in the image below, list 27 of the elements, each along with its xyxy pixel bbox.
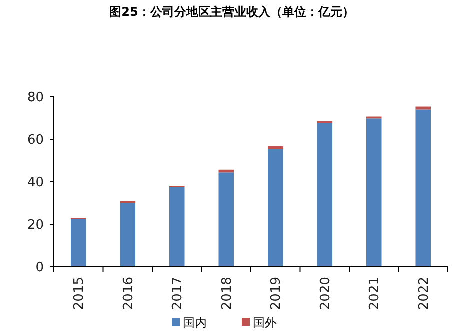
y-tick-label: 60 (27, 133, 44, 148)
x-tick-label: 2015 (72, 277, 88, 310)
legend-label: 国外 (253, 316, 277, 330)
y-tick-label: 40 (27, 176, 44, 191)
x-tick-label: 2017 (170, 277, 186, 310)
bar (169, 187, 185, 267)
x-tick-label: 2020 (318, 277, 334, 310)
y-tick-label: 80 (27, 90, 44, 106)
x-tick-label: 2018 (220, 277, 235, 310)
bar (70, 219, 86, 267)
bar (317, 123, 333, 267)
x-tick-label: 2021 (368, 277, 383, 310)
y-tick-label: 20 (27, 218, 44, 234)
bar (268, 146, 284, 150)
bar (268, 149, 284, 267)
x-tick-label: 2019 (269, 277, 284, 310)
legend-label: 国内 (183, 316, 207, 330)
bar (416, 110, 432, 267)
bar (416, 106, 432, 110)
x-tick-label: 2022 (416, 277, 432, 310)
bar (218, 172, 234, 267)
bar (120, 203, 136, 267)
bar (218, 170, 234, 173)
x-tick-label: 2016 (121, 277, 136, 310)
y-tick-label: 0 (36, 260, 44, 276)
bar (366, 118, 382, 267)
chart-title: 图25：公司分地区主营业收入（单位：亿元） (110, 5, 354, 19)
